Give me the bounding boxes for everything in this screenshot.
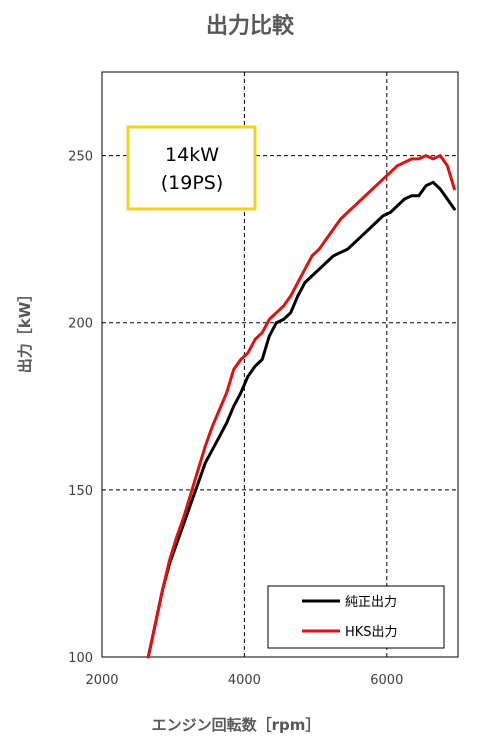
legend: 純正出力 HKS出力 [267, 585, 445, 649]
x-ticks: 2000 4000 6000 [85, 673, 403, 688]
legend-label-hks: HKS出力 [345, 625, 398, 640]
y-tick-label: 250 [68, 150, 93, 165]
y-tick-label: 100 [68, 651, 93, 666]
series-line-stock [146, 180, 456, 659]
x-tick-label: 2000 [85, 673, 118, 688]
chart-title: 出力比較 [206, 13, 295, 39]
x-axis-label: エンジン回転数［rpm］ [152, 716, 321, 734]
series-line-hks [146, 154, 456, 659]
annotation-line2: (19PS) [161, 172, 224, 194]
y-tick-label: 200 [68, 317, 93, 332]
annotation-box: 14kW (19PS) [126, 125, 257, 211]
x-tick-label: 4000 [228, 673, 261, 688]
annotation-line1: 14kW [165, 144, 219, 166]
x-tick-label: 6000 [370, 673, 403, 688]
y-axis-label: 出力［kW］ [16, 287, 34, 374]
y-ticks: 100 150 200 250 [68, 150, 93, 666]
series-lines [146, 154, 456, 659]
legend-label-stock: 純正出力 [345, 595, 397, 610]
y-tick-label: 150 [68, 484, 93, 499]
